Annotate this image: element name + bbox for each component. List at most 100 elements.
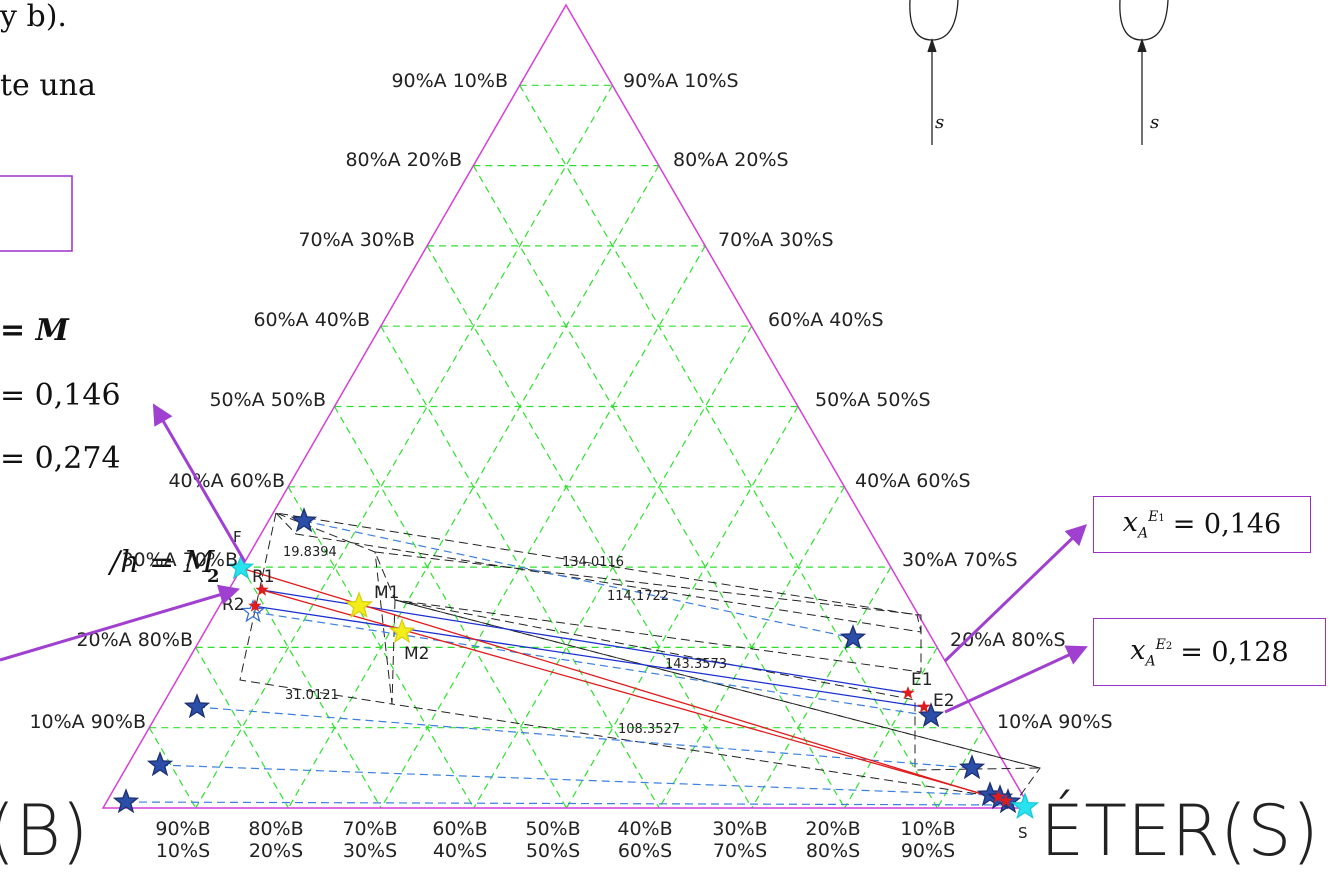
left-label: 90%A 10%B — [391, 70, 508, 92]
right-axis-labels: 90%A 10%S 80%A 20%S 70%A 30%S 60%A 40%S … — [623, 70, 1113, 733]
right-label: 90%A 10%S — [623, 70, 739, 92]
ternary-grid — [148, 84, 985, 809]
bottom-label: 90%S — [901, 840, 955, 862]
left-label: 20%A 80%B — [76, 629, 193, 651]
dim-box-19 — [274, 512, 922, 633]
dim-box-143 — [394, 599, 1041, 771]
bottom-label: 40%B — [617, 818, 672, 840]
star-red-r1 — [255, 583, 269, 596]
result-e1-var: xAE1 — [1122, 507, 1165, 542]
left-label: 30%A 70%B — [121, 549, 238, 571]
bottom-label: 60%S — [618, 840, 672, 862]
point-label-r1: R1 — [252, 567, 275, 587]
mixer-diagrams — [909, 0, 1169, 145]
grid-diagonal-right — [936, 727, 985, 809]
bottom-label: 80%S — [806, 840, 860, 862]
grid-diagonal-left — [426, 245, 753, 809]
star-red-r2 — [248, 599, 262, 612]
dim-label-3: 143.3573 — [665, 657, 727, 672]
right-label: 40%A 60%S — [855, 470, 971, 492]
point-label-m2: M2 — [404, 644, 429, 664]
bottom-label: 30%B — [712, 818, 767, 840]
bottom-label: 50%B — [525, 818, 580, 840]
star-blue — [146, 751, 174, 777]
slide-text: y b). te una = M = 0,146 = 0,274 /h = M … — [0, 0, 220, 587]
bottom-label: 70%B — [342, 818, 397, 840]
point-label-f: F — [233, 528, 242, 546]
mixer-right-label: s — [1150, 112, 1159, 133]
grid-diagonal-left — [241, 566, 382, 809]
right-label: 80%A 20%S — [673, 149, 789, 171]
point-label-s: S — [1018, 824, 1028, 842]
bottom-label: 50%S — [526, 840, 580, 862]
bottom-label: 20%B — [805, 818, 860, 840]
bottom-label: 10%B — [900, 818, 955, 840]
slide-eq2: = 0,146 — [0, 378, 121, 413]
bottom-label: 90%B — [155, 818, 210, 840]
corner-label-eter: ÉTER(S) — [1040, 790, 1319, 872]
dim-label-4: 31.0121 — [285, 688, 339, 703]
slide-text-top: y b). — [0, 0, 67, 34]
arrow-to-box2 — [944, 645, 1088, 714]
right-label: 30%A 70%S — [902, 549, 1018, 571]
right-label: 60%A 40%S — [768, 309, 884, 331]
bottom-label: 30%S — [343, 840, 397, 862]
right-label: 10%A 90%S — [997, 711, 1113, 733]
dim-label-5: 108.3527 — [618, 722, 680, 737]
grid-diagonal-right — [844, 647, 938, 809]
star-hollow-r2 — [240, 599, 266, 623]
left-label: 80%A 20%B — [345, 149, 462, 171]
arrow-from-eq4 — [0, 584, 241, 662]
slide-eq3: = 0,274 — [0, 441, 121, 476]
star-red-s2 — [999, 794, 1013, 807]
star-yellow-m2 — [388, 618, 416, 644]
left-label: 60%A 40%B — [253, 309, 370, 331]
bottom-label: 20%S — [249, 840, 303, 862]
arrow-to-eq2 — [152, 403, 247, 563]
star-cyan-f — [227, 554, 255, 580]
tie-lines-dashed — [125, 520, 1011, 806]
bottom-label: 40%S — [433, 840, 487, 862]
mixer-left-label: s — [935, 112, 944, 133]
slide-eq4: /h = M — [107, 545, 216, 580]
tie-line-r2-e2 — [252, 605, 925, 708]
star-blue — [183, 693, 211, 719]
dim-label-0: 19.8394 — [283, 545, 337, 560]
result-e2-var: xAE2 — [1130, 634, 1173, 670]
star-blue — [917, 702, 945, 728]
grid-diagonal-right — [287, 165, 660, 809]
point-label-r2: R2 — [222, 595, 245, 615]
bottom-axis-labels: 90%B10%S 80%B20%S 70%B30%S 60%B40%S 50%B50%S… — [155, 818, 955, 862]
point-label-e1: E1 — [911, 670, 933, 690]
star-red-e1 — [901, 686, 915, 699]
bottom-label: 10%S — [156, 840, 210, 862]
left-label: 40%A 60%B — [168, 470, 285, 492]
grid-diagonal-left — [195, 647, 289, 809]
star-blue — [839, 624, 867, 650]
star-blue — [112, 788, 140, 814]
result-box-e2: xAE2 = 0,128 — [1093, 618, 1326, 686]
annotation-arrows — [0, 403, 1088, 714]
triangle-outline — [101, 3, 1032, 809]
result-e1-value: = 0,146 — [1172, 509, 1282, 540]
process-lines — [240, 567, 1025, 808]
left-label: 70%A 30%B — [298, 229, 415, 251]
result-box-e1: xAE1 = 0,146 — [1093, 496, 1311, 553]
right-label: 50%A 50%S — [815, 389, 931, 411]
operating-line-r1-s — [261, 589, 1005, 801]
star-blue — [290, 507, 318, 533]
corner-label-b: (B) — [0, 790, 88, 872]
star-blue — [958, 754, 986, 780]
operating-line-f-s — [240, 567, 1025, 808]
bottom-label: 80%B — [248, 818, 303, 840]
slide-box — [0, 175, 73, 252]
grid-diagonal-right — [751, 566, 892, 809]
grid-diagonal-right — [195, 85, 613, 809]
right-label: 70%A 30%S — [718, 229, 834, 251]
dim-box-134 — [374, 551, 922, 673]
left-label: 50%A 50%B — [209, 389, 326, 411]
grid-diagonal-right — [565, 406, 799, 809]
dim-label-2: 114.1722 — [607, 589, 669, 604]
star-red-e2 — [917, 700, 931, 713]
